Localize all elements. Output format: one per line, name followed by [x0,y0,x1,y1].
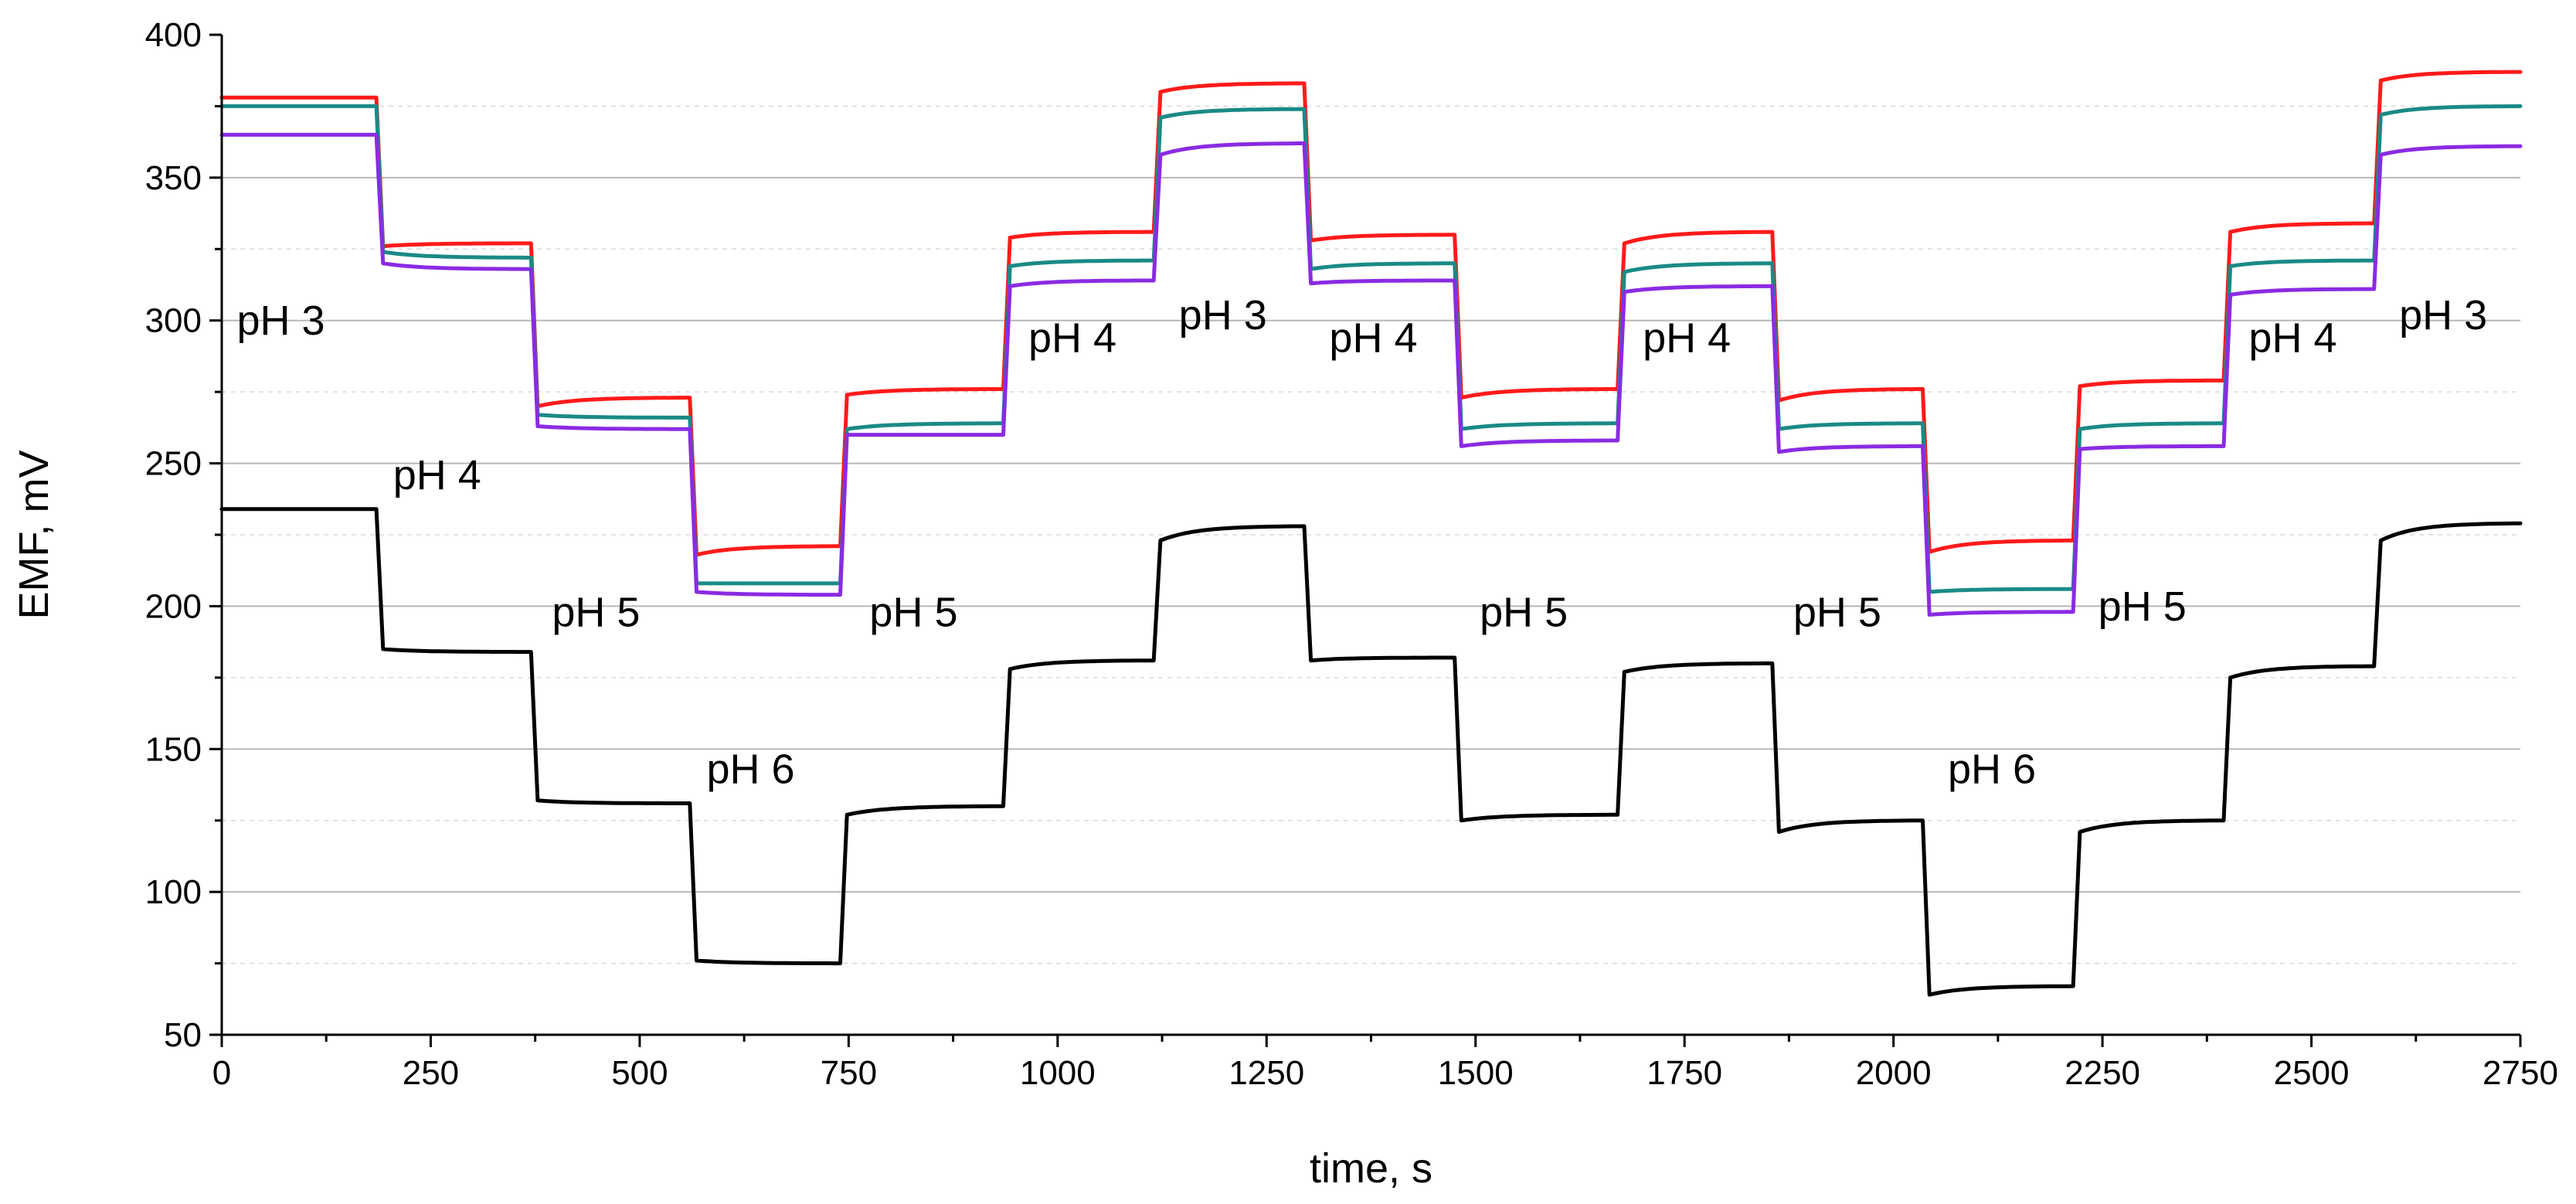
grid [222,105,2520,964]
y-tick-label: 350 [145,159,202,197]
x-tick-label: 250 [403,1054,459,1092]
ph-label: pH 5 [552,589,640,635]
ph-label: pH 5 [869,589,957,635]
ph-label: pH 3 [236,298,325,344]
y-tick-label: 400 [145,16,202,54]
x-tick-label: 2250 [2065,1054,2140,1092]
x-axis-title: time, s [1310,1145,1432,1192]
series-purple [219,132,2523,617]
ph-label: pH 4 [1643,315,1731,361]
x-tick-label: 2000 [1856,1054,1932,1092]
x-tick-label: 500 [611,1054,668,1092]
x-tick-label: 2750 [2483,1054,2558,1092]
x-tick-label: 1000 [1020,1054,1096,1092]
ph-label: pH 6 [706,747,794,793]
ph-label: pH 4 [1329,315,1417,361]
y-tick-label: 300 [145,302,202,340]
series-red [219,70,2523,557]
x-tick-label: 750 [821,1054,877,1092]
y-axis-title: EMF, mV [11,450,57,619]
y-tick-label: 150 [145,730,202,768]
ph-label: pH 5 [2099,583,2187,630]
ph-label: pH 6 [1948,747,2036,793]
ph-label: pH 4 [1028,315,1116,361]
x-tick-label: 1250 [1229,1054,1304,1092]
x-tick-label: 1500 [1438,1054,1514,1092]
series-black [219,507,2523,997]
ph-label: pH 5 [1480,589,1568,635]
y-tick-label: 100 [145,873,202,911]
axes: 50 100 150 200 250 300 350 400 0 250 500 750 1000 125… [145,16,2558,1092]
y-tick-label: 200 [145,587,202,625]
series-group [219,70,2523,997]
ph-label: pH 5 [1793,589,1881,635]
series-teal [219,104,2523,594]
x-tick-label: 1750 [1647,1054,1722,1092]
ph-label: pH 3 [2399,292,2487,338]
y-tick-label: 50 [164,1016,202,1054]
x-tick-label: 0 [212,1054,231,1092]
ph-label: pH 4 [393,452,481,498]
ph-label: pH 3 [1179,292,1267,338]
ph-annotations: pH 3 pH 4 pH 5 pH 6 pH 5 pH 4 pH 3 pH 4 pH 5 pH 4… [236,292,2487,793]
y-tick-label: 250 [145,445,202,483]
x-tick-label: 2500 [2274,1054,2350,1092]
ph-label: pH 4 [2248,315,2336,361]
